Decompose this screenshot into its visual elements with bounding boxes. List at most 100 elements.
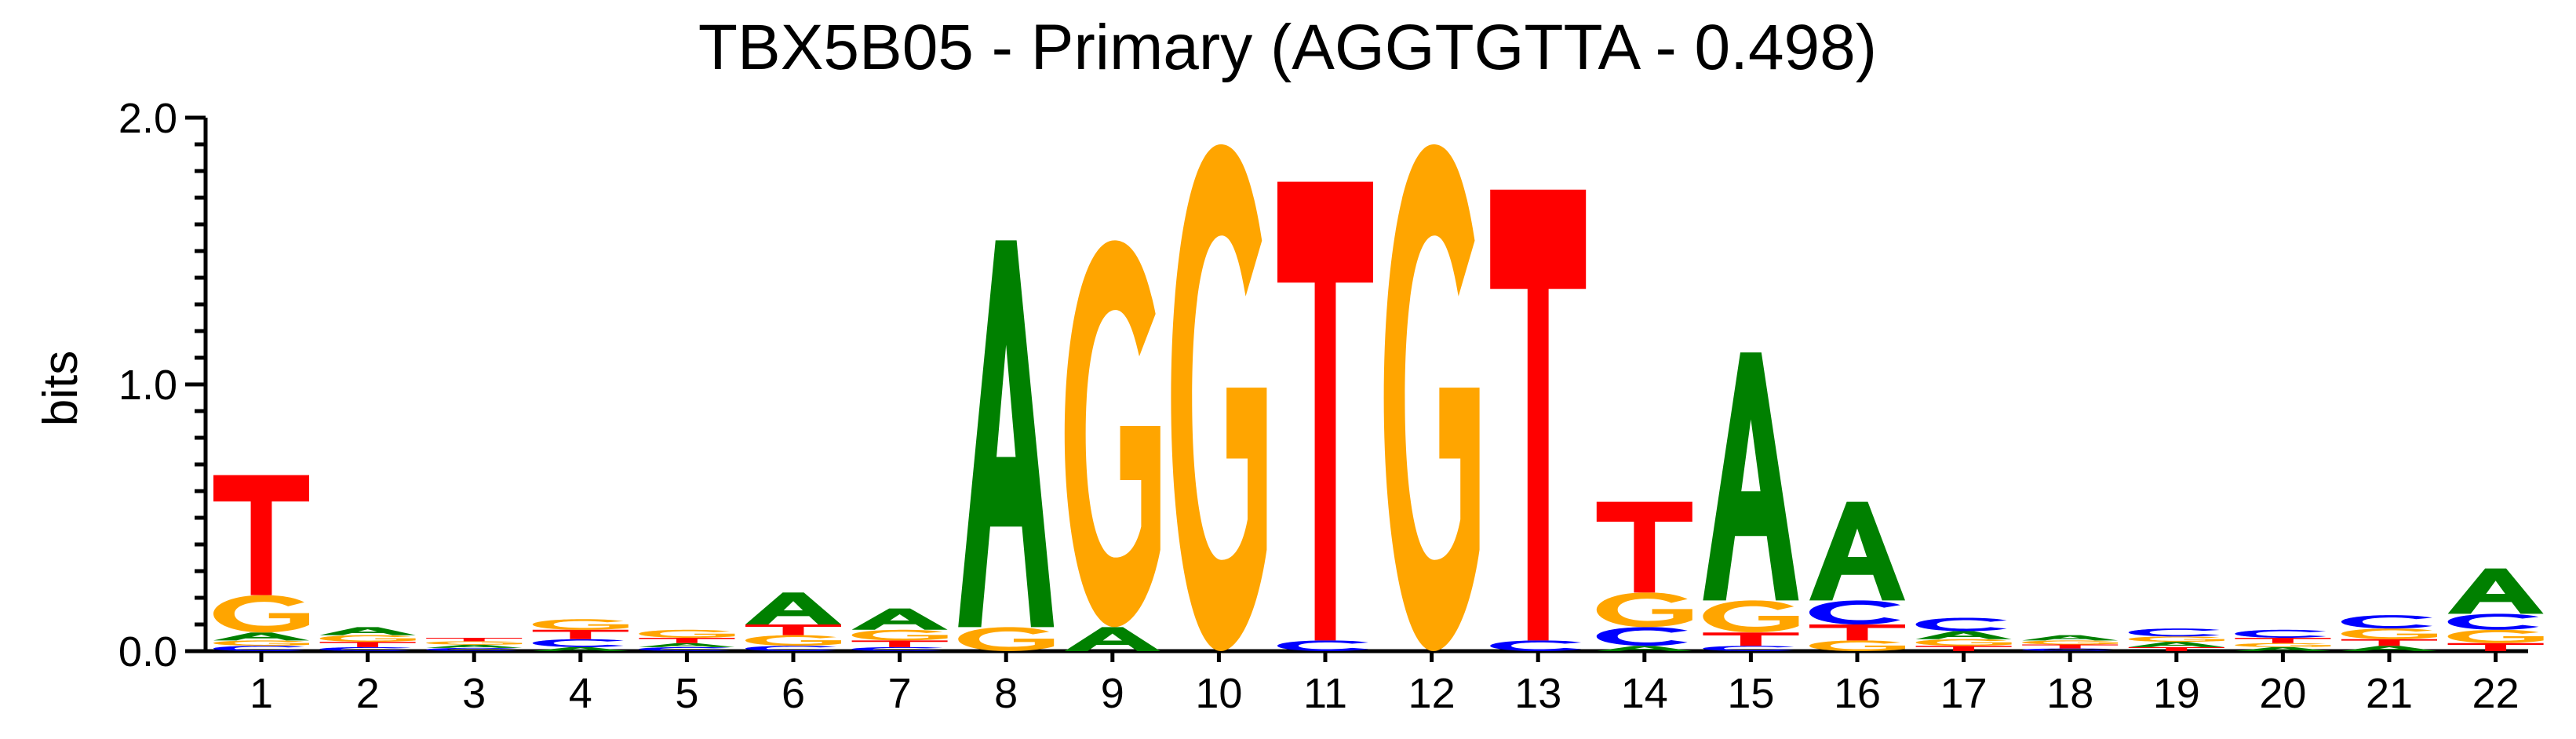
letter-t	[532, 629, 629, 639]
letter-t	[2128, 646, 2224, 651]
letter-a	[639, 643, 735, 647]
letter-t	[639, 638, 735, 643]
letter-a	[2235, 646, 2331, 651]
letter-t	[426, 638, 523, 642]
letter-c	[213, 646, 304, 651]
x-tick-label: 5	[675, 670, 698, 717]
letter-g	[745, 635, 841, 646]
logo-column	[1490, 189, 1587, 651]
letter-c	[2235, 629, 2326, 638]
letter-t	[2022, 644, 2119, 649]
letter-c	[2447, 613, 2539, 630]
y-tick-label: 0.0	[118, 628, 177, 675]
letter-a	[1596, 646, 1692, 651]
letter-a	[2447, 568, 2544, 614]
x-tick-label: 14	[1621, 670, 1668, 717]
y-tick-label: 1.0	[118, 362, 177, 409]
x-tick-label: 17	[1940, 670, 1988, 717]
letter-a	[319, 627, 416, 635]
x-tick-label: 11	[1303, 670, 1347, 717]
letter-t	[1809, 624, 1905, 641]
letter-t	[319, 642, 416, 647]
logo-column	[745, 592, 841, 651]
letter-t	[1596, 501, 1692, 593]
logo-column	[1809, 501, 1905, 651]
letter-c	[2022, 648, 2114, 651]
letter-c	[745, 646, 836, 651]
logo-column	[2447, 568, 2544, 651]
x-tick-label: 4	[569, 670, 592, 717]
x-tick-label: 6	[782, 670, 805, 717]
x-tick-label: 19	[2153, 670, 2200, 717]
x-tick-label: 16	[1834, 670, 1881, 717]
letter-t	[1277, 181, 1373, 641]
letter-a	[958, 240, 1055, 628]
x-tick-label: 2	[356, 670, 380, 717]
x-tick-label: 9	[1101, 670, 1124, 717]
letter-g	[2447, 629, 2544, 643]
logo-column	[851, 608, 948, 651]
letter-g	[213, 595, 309, 633]
logo-column	[319, 627, 416, 651]
x-tick-label: 22	[2472, 670, 2520, 717]
logo-column	[1064, 240, 1160, 651]
letter-c	[639, 646, 731, 651]
letter-t	[2235, 638, 2331, 643]
letter-g	[319, 635, 416, 643]
x-tick-label: 8	[994, 670, 1018, 717]
letter-a	[1915, 631, 2012, 639]
logo-column	[2235, 629, 2331, 651]
letter-g	[1383, 144, 1480, 651]
letter-t	[1915, 646, 2012, 651]
letter-g	[2022, 640, 2119, 645]
logo-column	[639, 629, 735, 651]
letter-g	[1703, 600, 1799, 633]
x-tick-label: 1	[250, 670, 273, 717]
letter-t	[851, 640, 948, 647]
letter-a	[2022, 635, 2119, 641]
letter-g	[1596, 592, 1692, 628]
logo-column	[1277, 181, 1373, 651]
letter-t	[1490, 189, 1587, 641]
letter-a	[1703, 352, 1799, 601]
letter-c	[2128, 628, 2220, 637]
letter-g	[2235, 643, 2331, 647]
letter-t	[2341, 639, 2437, 646]
letter-c	[2341, 615, 2432, 629]
logo-column	[1383, 144, 1480, 651]
letter-g	[532, 619, 629, 630]
letter-g	[1064, 240, 1160, 628]
logo-column	[213, 475, 309, 651]
letter-g	[426, 641, 523, 645]
x-tick-label: 20	[2259, 670, 2306, 717]
logo-column	[2341, 615, 2437, 651]
letter-a	[532, 646, 629, 651]
logo-column	[532, 619, 629, 651]
letter-t	[2447, 643, 2544, 651]
letter-c	[1596, 627, 1688, 646]
y-axis-label: bits	[34, 351, 88, 426]
letter-c	[426, 647, 518, 651]
logo-column	[1915, 617, 2012, 651]
letter-a	[1809, 501, 1905, 601]
letter-c	[532, 639, 624, 647]
letter-g	[2341, 628, 2437, 639]
x-tick-label: 7	[888, 670, 912, 717]
letter-c	[319, 646, 411, 651]
letter-c	[1915, 617, 2007, 632]
x-tick-label: 18	[2046, 670, 2093, 717]
x-tick-label: 10	[1195, 670, 1242, 717]
letter-g	[1171, 144, 1267, 651]
logo-column	[426, 638, 523, 651]
x-tick-label: 3	[462, 670, 486, 717]
letter-g	[2128, 636, 2224, 643]
x-tick-label: 15	[1727, 670, 1774, 717]
x-tick-label: 21	[2366, 670, 2413, 717]
letter-g	[639, 629, 735, 638]
y-axis-ticks: 0.0 1.0 2.0	[118, 95, 206, 675]
letter-g	[1809, 640, 1905, 651]
logo-column	[1703, 352, 1799, 651]
letter-a	[745, 592, 841, 624]
logo-column	[1596, 501, 1692, 651]
